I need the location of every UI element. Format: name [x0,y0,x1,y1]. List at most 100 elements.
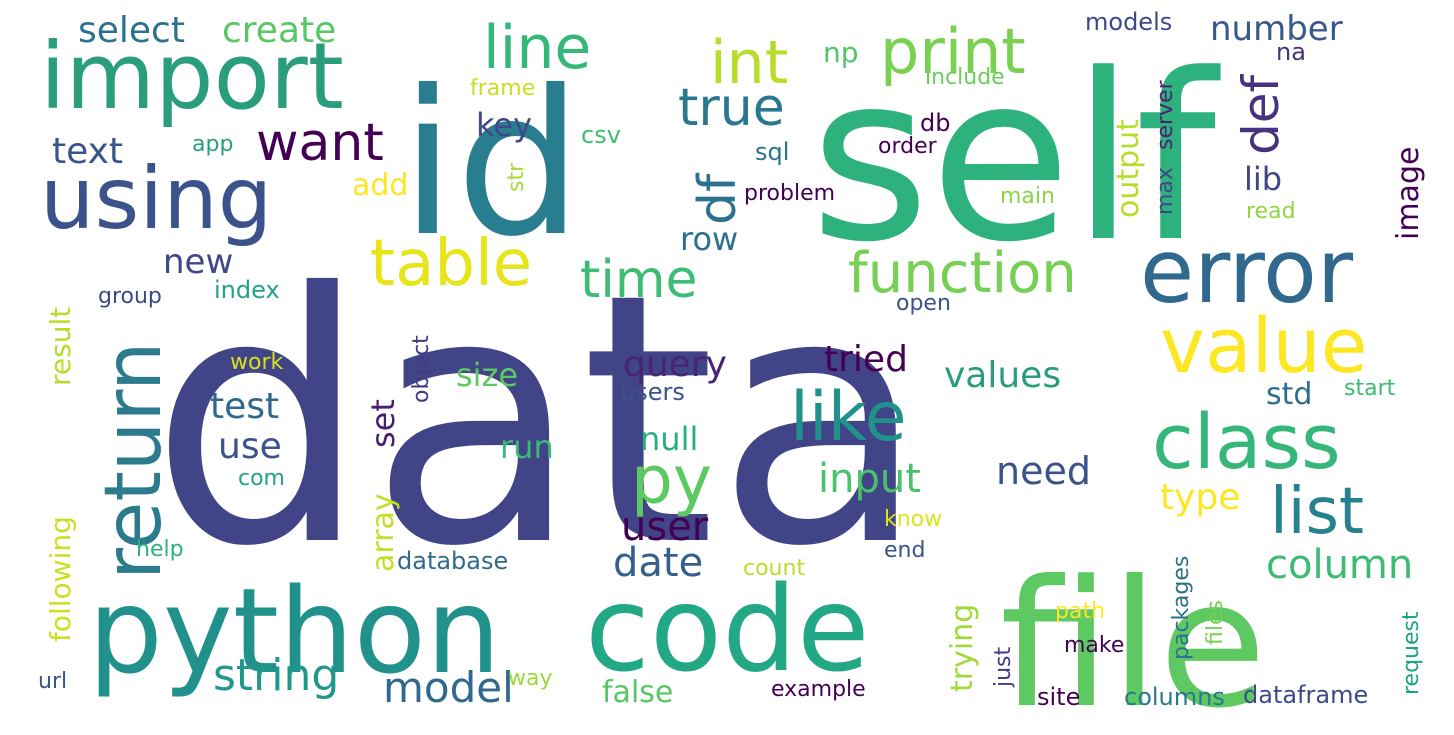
word-open: open [896,291,951,316]
word-read: read [1246,199,1296,224]
word-py: py [631,442,712,519]
word-need: need [996,449,1091,493]
word-max: max [1153,167,1178,215]
word-path: path [1055,599,1105,624]
word-server: server [1153,79,1178,150]
word-end: end [884,538,925,563]
word-str: str [504,162,529,192]
word-count: count [743,556,805,581]
word-following: following [44,516,77,642]
word-work: work [230,350,283,375]
word-object: object [409,335,434,403]
word-know: know [884,507,942,532]
word-python: python [88,562,501,700]
word-order: order [878,134,938,159]
word-values: values [944,355,1061,396]
word-help: help [136,537,184,562]
word-want: want [256,113,384,173]
word-users: users [620,378,685,406]
word-using: using [40,149,272,249]
word-request: request [1399,611,1424,695]
word-date: date [613,540,703,586]
word-problem: problem [744,181,835,206]
word-error: error [1140,220,1354,323]
word-function: function [848,241,1077,306]
word-int: int [710,28,788,98]
word-number: number [1210,9,1343,49]
word-select: select [78,10,185,51]
word-text: text [52,131,123,172]
word-id: id [400,48,583,281]
word-row: row [680,220,738,258]
word-code: code [585,560,870,698]
word-just: just [991,646,1016,688]
word-db: db [920,109,950,137]
word-print: print [880,15,1026,88]
word-false: false [602,675,673,710]
word-new: new [163,242,233,282]
word-tried: tried [824,339,908,380]
word-way: way [508,666,553,691]
word-test: test [210,386,279,427]
word-columns: columns [1124,683,1225,711]
word-trying: trying [945,604,980,692]
word-class: class [1152,397,1341,486]
word-table: table [370,227,532,301]
word-add: add [352,168,408,203]
word-start: start [1344,376,1396,401]
word-include: include [925,65,1005,90]
word-make: make [1064,633,1124,658]
word-set: set [364,399,402,448]
word-type: type [1160,477,1240,518]
word-df: df [688,172,748,225]
word-true: true [678,78,785,138]
word-query: query [623,344,727,385]
word-use: use [218,426,282,467]
word-csv: csv [581,121,621,149]
word-group: group [98,284,162,309]
word-string: string [213,650,339,701]
word-file: file [1000,544,1267,735]
word-line: line [483,13,591,83]
word-import: import [40,23,344,130]
word-like: like [790,378,907,457]
word-dataframe: dataframe [1243,681,1368,709]
word-run: run [500,428,554,466]
word-key: key [476,106,532,144]
word-result: result [44,307,77,386]
word-database: database [397,547,508,575]
word-app: app [192,132,233,157]
word-self: self [810,26,1221,293]
word-create: create [222,10,336,51]
word-url: url [38,669,67,694]
word-site: site [1037,683,1080,711]
word-std: std [1266,377,1312,412]
word-model: model [383,663,514,712]
word-output: output [1111,119,1146,218]
word-size: size [456,356,518,394]
word-time: time [580,250,697,310]
word-main: main [1000,184,1055,209]
word-user: user [621,504,709,550]
word-frame: frame [470,76,535,101]
word-sql: sql [755,138,789,166]
word-com: com [238,466,285,491]
word-files: files [1203,600,1228,645]
word-array: array [366,493,401,572]
word-image: image [1391,147,1426,240]
word-data: data [150,221,927,622]
word-def: def [1232,74,1290,156]
word-null: null [640,420,698,458]
word-input: input [818,456,921,502]
word-example: example [771,677,866,702]
word-np: np [823,36,859,69]
word-index: index [214,276,280,304]
word-na: na [1276,38,1306,66]
word-list: list [1270,475,1364,549]
word-return: return [89,342,179,581]
word-column: column [1266,542,1413,588]
word-packages: packages [1169,556,1194,660]
